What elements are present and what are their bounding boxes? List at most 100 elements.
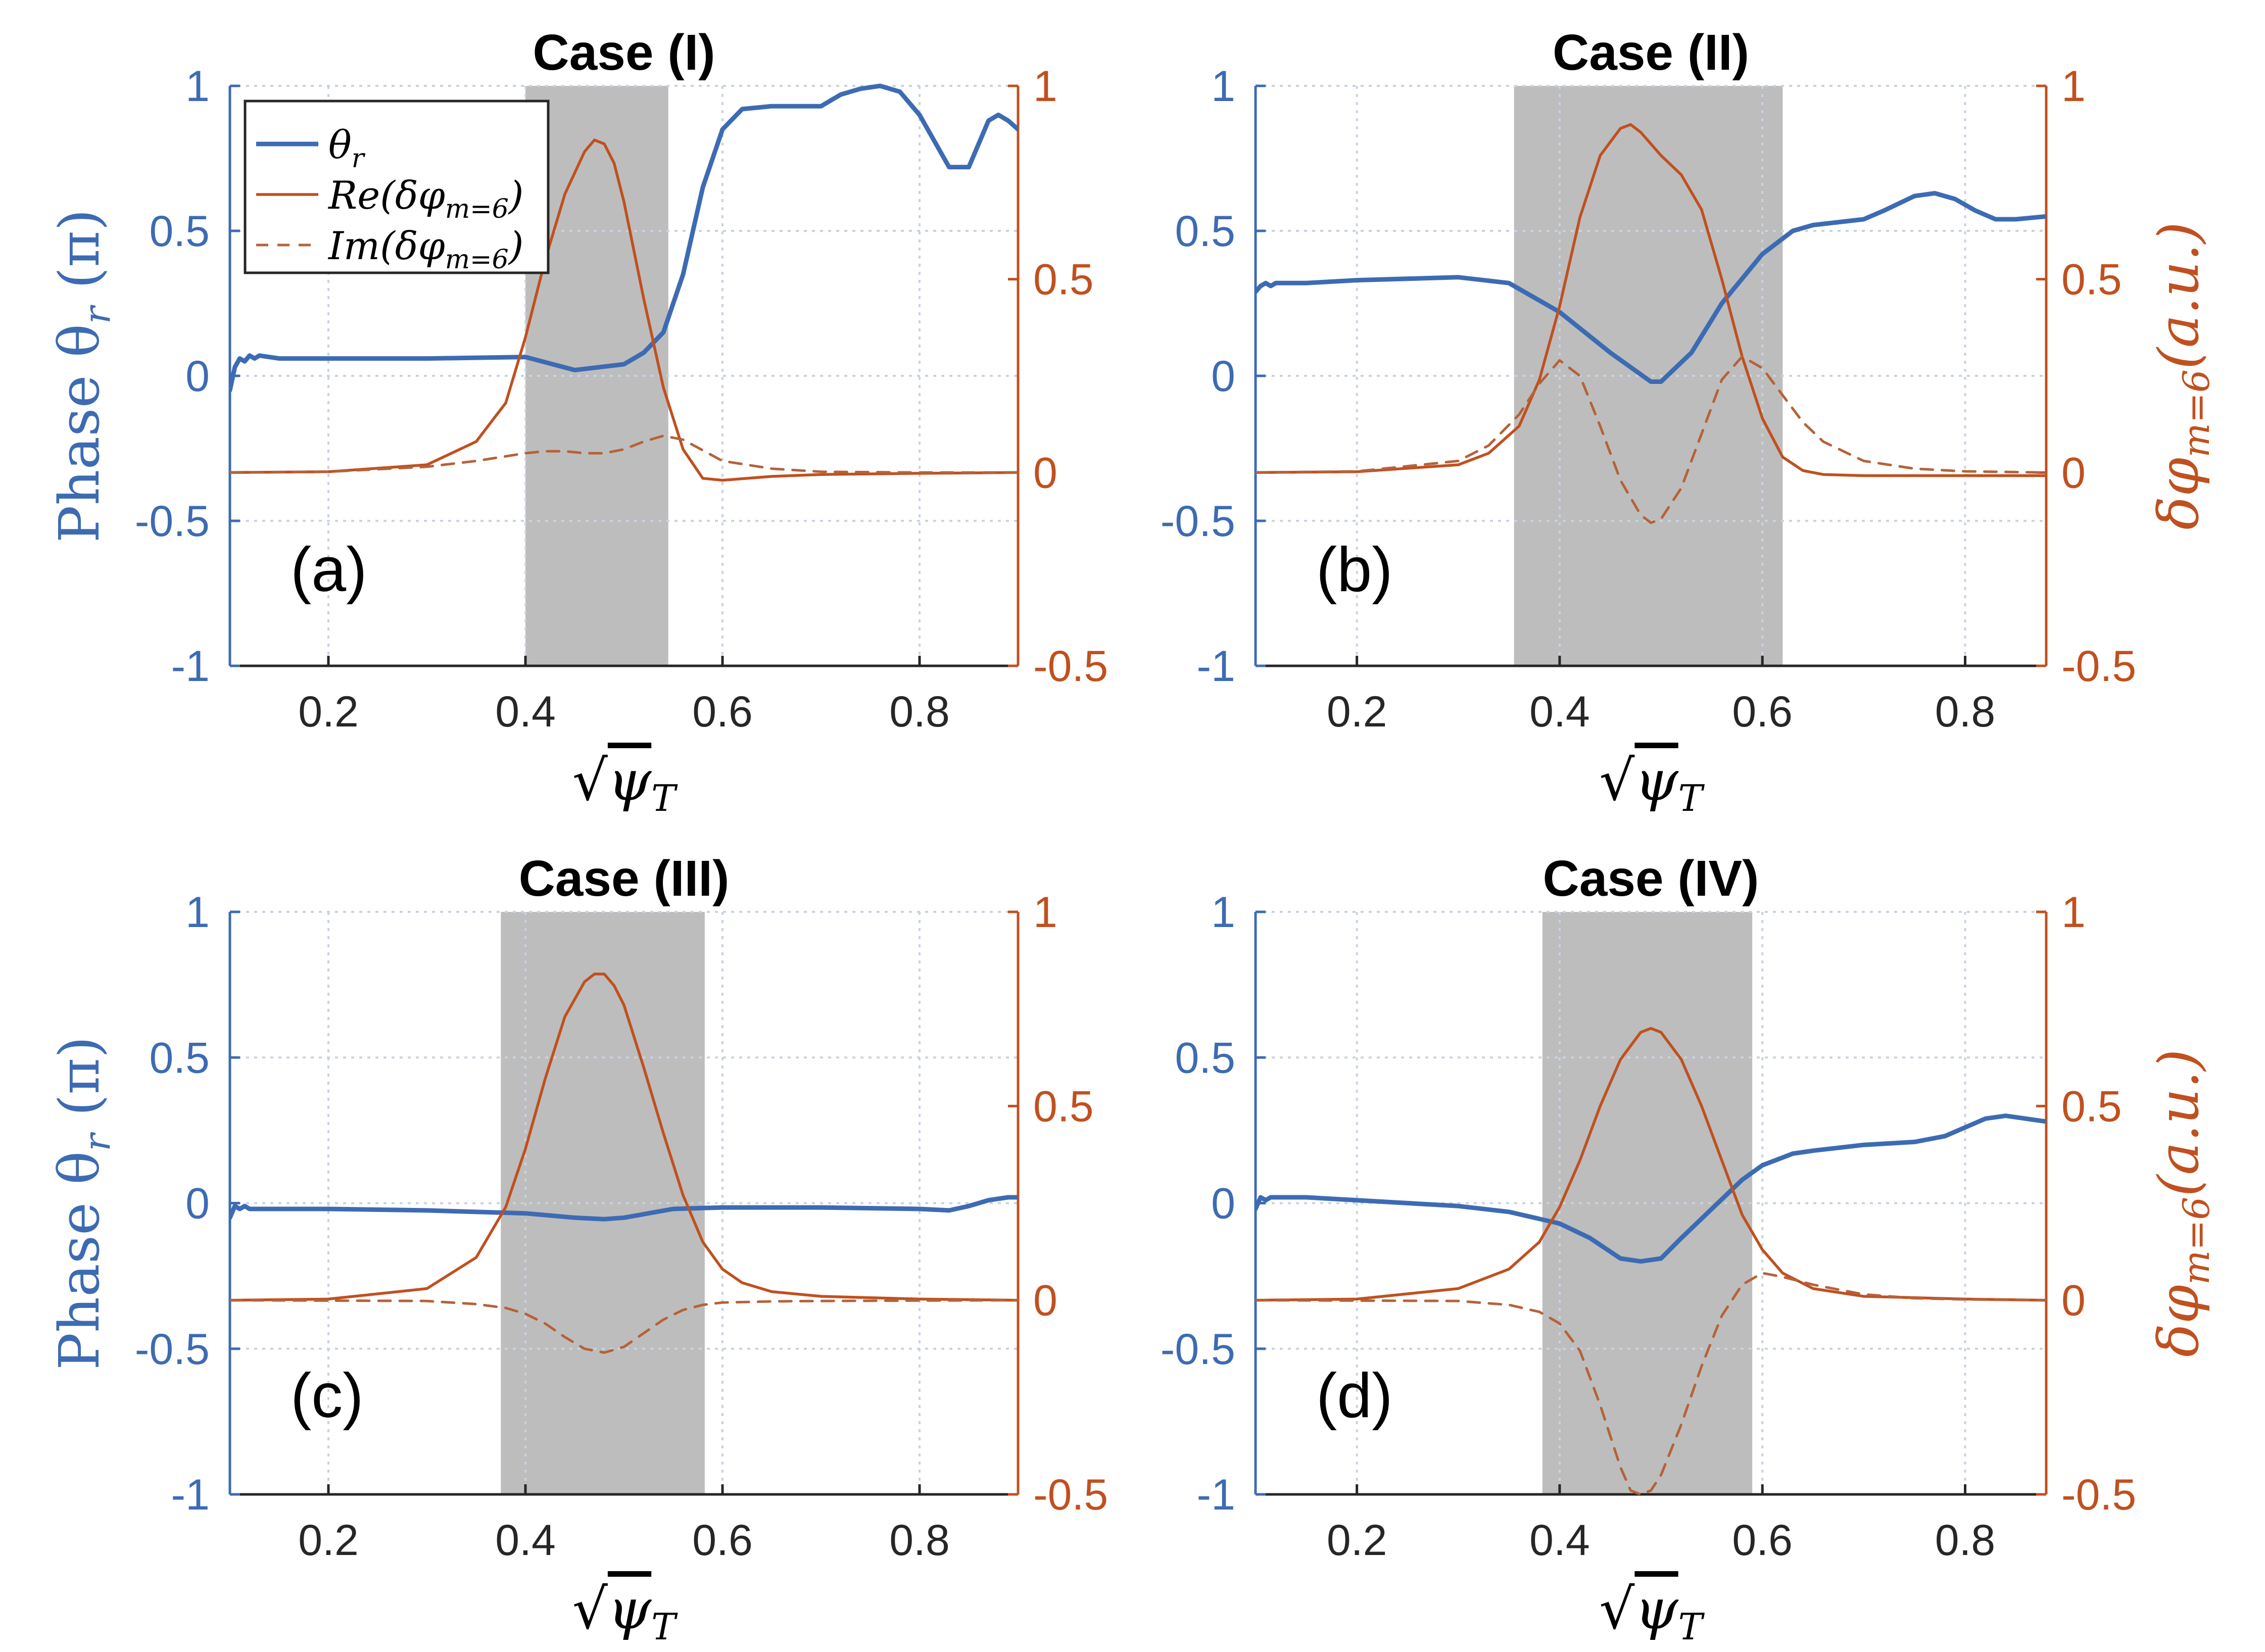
x-axis-label-radical: √: [1599, 748, 1635, 813]
y-left-tick-label: 0.5: [1175, 207, 1235, 256]
x-axis-label-radical: √: [572, 1577, 608, 1641]
legend-theta-label-sub: r: [352, 143, 366, 174]
x-tick-label: 0.8: [1935, 1516, 1996, 1565]
chart-title: Case (IV): [1543, 850, 1759, 907]
x-axis-label-sub: T: [1678, 1606, 1705, 1648]
series-theta-line: [230, 83, 1018, 393]
x-tick-label: 0.4: [1529, 1516, 1590, 1565]
x-axis-label-main: ψ: [608, 1577, 652, 1641]
x-tick-label: 0.8: [889, 688, 950, 736]
x-axis-label-radical: √: [1599, 1577, 1635, 1641]
y-right-tick-label: 1: [1033, 62, 1057, 111]
panel-label: (a): [291, 535, 367, 605]
y-left-axis-label-unit: (π): [47, 1036, 112, 1134]
y-right-tick-label: 0: [1033, 1277, 1057, 1325]
x-axis-label: √ψT: [572, 748, 678, 819]
legend-box: [244, 100, 550, 274]
y-left-tick-label: 0.5: [1175, 1034, 1235, 1082]
y-right-axis-label-main: δφ: [2146, 458, 2211, 530]
y-right-tick-label: 1: [2061, 888, 2086, 937]
series-im-line: [1256, 355, 2046, 524]
y-left-tick-label: -1: [171, 642, 210, 691]
legend-re-label: Re(δφm=6): [327, 173, 523, 224]
y-left-axis-label-sub: r: [76, 1132, 118, 1151]
x-axis-label: √ψT: [1599, 748, 1705, 819]
x-tick-label: 0.6: [1732, 1516, 1793, 1565]
y-right-tick-label: 0.5: [1033, 1082, 1094, 1131]
y-left-tick-label: 1: [185, 888, 210, 937]
x-axis-label-main: ψ: [1634, 748, 1679, 813]
y-left-axis-label-unit: (π): [47, 209, 112, 307]
y-right-tick-label: -0.5: [1033, 1471, 1108, 1519]
series-theta-line: [230, 1195, 1018, 1222]
y-right-axis-label-main: δφ: [2146, 1285, 2211, 1357]
y-left-tick-label: 0.5: [149, 1034, 210, 1082]
x-tick-label: 0.6: [692, 1516, 753, 1565]
y-right-tick-label: -0.5: [2061, 1471, 2136, 1519]
y-left-axis-label-main: Phase θ: [47, 1151, 112, 1370]
series-im-line: [230, 434, 1018, 474]
panel-label: (c): [291, 1361, 364, 1431]
y-right-tick-label: 1: [1033, 888, 1057, 937]
y-left-tick-label: -1: [1197, 642, 1235, 691]
y-left-tick-label: 1: [1211, 62, 1235, 111]
y-right-axis-label-sub: m=6: [2175, 1197, 2218, 1285]
y-right-axis-label: δφm=6(a.u.): [2146, 1049, 2218, 1357]
y-left-axis-label: Phase θr (π): [47, 1036, 118, 1370]
y-right-tick-label: 1: [2061, 62, 2086, 111]
series-im-line: [1256, 1272, 2046, 1496]
panel-label: (b): [1316, 535, 1393, 605]
y-right-tick-label: 0.5: [2061, 256, 2122, 304]
series-re-line: [230, 973, 1018, 1302]
x-axis-label-sub: T: [1678, 777, 1705, 819]
x-tick-label: 0.4: [1529, 688, 1590, 736]
legend-re-label-close: ): [508, 173, 524, 218]
y-right-tick-label: -0.5: [2061, 642, 2136, 691]
y-left-tick-label: -0.5: [1161, 497, 1235, 546]
legend-re-label-main: Re(δφ: [327, 173, 445, 218]
y-right-tick-label: 0: [2061, 449, 2086, 497]
x-tick-label: 0.6: [1732, 688, 1793, 736]
y-left-tick-label: 0: [185, 352, 210, 401]
legend-theta-label: θr: [328, 122, 366, 174]
y-left-tick-label: -0.5: [135, 1325, 210, 1374]
panel-a: 0.2 0.4 0.6 0.8 -1 -0.5 0 0.5 1 -0.5 0 0.5 1 Case (I)…: [47, 24, 1108, 819]
legend-im-label: Im(δφm=6): [327, 223, 523, 275]
series-im-line: [230, 1299, 1018, 1354]
y-left-axis-label-sub: r: [76, 305, 118, 324]
panel-b: 0.2 0.4 0.6 0.8 -1 -0.5 0 0.5 1 -0.5 0 0.5 1 Case (II…: [1161, 24, 2218, 819]
y-left-tick-label: 1: [185, 62, 210, 111]
legend-theta-label-main: θ: [328, 122, 352, 167]
y-left-tick-label: -0.5: [135, 497, 210, 546]
chart-title: Case (I): [533, 24, 715, 81]
x-tick-label: 0.2: [1327, 1516, 1387, 1565]
y-left-axis-label: Phase θr (π): [47, 209, 118, 543]
legend-im-label-close: ): [508, 223, 524, 268]
y-right-tick-label: 0.5: [1033, 256, 1094, 304]
x-tick-label: 0.2: [298, 1516, 359, 1565]
legend-re-label-sub: m=6: [445, 194, 509, 224]
y-left-tick-label: 1: [1211, 888, 1235, 937]
y-right-axis-label-unit: (a.u.): [2146, 222, 2211, 369]
y-right-axis-label-unit: (a.u.): [2146, 1049, 2211, 1197]
y-right-tick-label: 0.5: [2061, 1082, 2122, 1131]
x-tick-label: 0.8: [1935, 688, 1996, 736]
y-right-axis-label-sub: m=6: [2175, 369, 2218, 457]
chart-title: Case (II): [1553, 24, 1749, 81]
y-right-tick-label: 0: [2061, 1277, 2086, 1325]
x-axis-label-sub: T: [651, 1606, 678, 1648]
panel-label: (d): [1316, 1361, 1393, 1431]
legend-im-label-sub: m=6: [445, 245, 509, 275]
series-theta-line: [1256, 1113, 2046, 1264]
x-axis-label-main: ψ: [1634, 1577, 1679, 1641]
y-left-tick-label: 0: [1211, 1180, 1235, 1228]
x-axis-label-sub: T: [651, 777, 678, 819]
x-tick-label: 0.4: [495, 1516, 556, 1565]
x-axis-label-main: ψ: [608, 748, 652, 813]
shaded-region: [1514, 86, 1783, 666]
x-tick-label: 0.2: [1327, 688, 1387, 736]
legend-im-label-main: Im(δφ: [327, 223, 445, 268]
y-left-tick-label: 0: [185, 1180, 210, 1228]
